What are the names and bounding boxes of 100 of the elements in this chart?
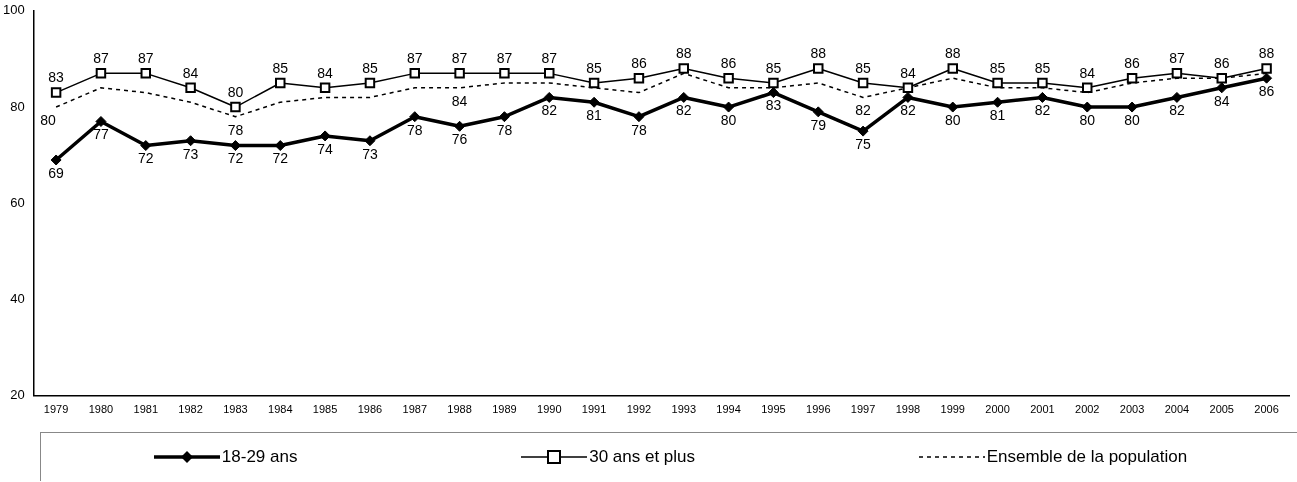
point bbox=[499, 68, 510, 79]
data-label: 78 bbox=[496, 121, 513, 138]
data-label: 88 bbox=[944, 45, 961, 62]
x-tick-label: 1988 bbox=[447, 403, 472, 416]
x-tick-label: 2006 bbox=[1254, 403, 1279, 416]
data-label: 87 bbox=[541, 50, 558, 67]
point bbox=[678, 63, 689, 74]
data-label: 79 bbox=[810, 116, 827, 133]
data-label: 74 bbox=[317, 140, 334, 157]
point bbox=[1216, 82, 1228, 94]
data-label: 86 bbox=[1124, 55, 1141, 72]
x-tick-label: 1982 bbox=[178, 403, 203, 416]
point bbox=[813, 63, 824, 74]
data-label: 85 bbox=[1034, 59, 1051, 76]
point bbox=[947, 63, 958, 74]
point bbox=[678, 91, 690, 103]
x-tick-label: 2004 bbox=[1164, 403, 1190, 416]
data-label: 75 bbox=[855, 135, 872, 152]
x-tick-label: 1985 bbox=[312, 403, 338, 416]
data-label: 85 bbox=[362, 59, 378, 76]
legend-label: 30 ans et plus bbox=[589, 447, 696, 467]
y-tick-label: 100 bbox=[2, 2, 25, 18]
data-label: 80 bbox=[720, 111, 737, 128]
y-tick-label: 40 bbox=[10, 291, 25, 307]
point bbox=[857, 77, 869, 89]
point bbox=[95, 115, 107, 127]
data-label: 85 bbox=[586, 59, 603, 76]
data-label: 85 bbox=[855, 59, 872, 76]
y-tick-label: 20 bbox=[10, 387, 25, 403]
point bbox=[50, 154, 62, 166]
point bbox=[95, 68, 107, 79]
data-label: 84 bbox=[900, 64, 916, 81]
point bbox=[768, 77, 779, 89]
data-label: 80 bbox=[1079, 111, 1096, 128]
data-label: 85 bbox=[989, 59, 1006, 76]
point bbox=[633, 111, 645, 123]
point bbox=[1261, 72, 1273, 84]
x-tick-label: 2000 bbox=[985, 403, 1010, 416]
data-label: 82 bbox=[1169, 102, 1185, 119]
point bbox=[857, 125, 869, 137]
point bbox=[1082, 82, 1093, 94]
x-tick-label: 1992 bbox=[626, 403, 652, 416]
x-tick-label: 2001 bbox=[1030, 403, 1055, 416]
point bbox=[1036, 91, 1048, 103]
point bbox=[409, 111, 421, 123]
x-tick-label: 1997 bbox=[850, 403, 876, 416]
x-tick-label: 1986 bbox=[357, 403, 383, 416]
x-tick-label: 1989 bbox=[492, 403, 517, 416]
x-tick-label: 1996 bbox=[806, 403, 831, 416]
data-label: 73 bbox=[362, 145, 378, 162]
point bbox=[992, 77, 1003, 89]
x-tick-label: 1994 bbox=[716, 403, 741, 416]
point bbox=[364, 77, 376, 89]
data-label: 69 bbox=[48, 164, 65, 181]
x-tick-label: 2005 bbox=[1209, 403, 1234, 416]
data-label: 73 bbox=[182, 145, 199, 162]
point bbox=[543, 91, 555, 103]
data-label: 84 bbox=[317, 64, 334, 81]
point bbox=[902, 82, 914, 94]
data-label: 88 bbox=[810, 45, 827, 62]
data-label: 87 bbox=[93, 50, 109, 67]
data-label: 84 bbox=[182, 64, 199, 81]
point bbox=[633, 72, 645, 84]
point bbox=[140, 140, 152, 152]
x-tick-label: 1981 bbox=[133, 403, 159, 416]
data-label: 85 bbox=[765, 59, 782, 76]
data-label: 87 bbox=[406, 50, 423, 67]
data-label: 80 bbox=[40, 111, 57, 128]
data-label: 72 bbox=[227, 150, 244, 167]
point bbox=[409, 68, 421, 79]
data-label: 86 bbox=[1258, 83, 1275, 100]
x-tick-label: 1995 bbox=[761, 403, 786, 416]
x-tick-label: 1983 bbox=[223, 403, 248, 416]
point bbox=[1171, 91, 1183, 103]
point bbox=[454, 68, 465, 79]
point bbox=[544, 68, 555, 79]
data-label: 87 bbox=[137, 50, 154, 67]
data-label: 86 bbox=[1213, 55, 1230, 72]
data-label: 78 bbox=[406, 121, 423, 138]
point bbox=[1216, 72, 1227, 84]
data-label: 82 bbox=[1034, 102, 1051, 119]
point bbox=[275, 77, 286, 89]
point bbox=[319, 130, 331, 142]
data-label: 85 bbox=[272, 59, 289, 76]
point bbox=[767, 87, 779, 99]
x-tick-label: 1984 bbox=[268, 403, 293, 416]
x-tick-label: 1987 bbox=[402, 403, 428, 416]
data-label: 80 bbox=[227, 83, 244, 100]
data-label: 88 bbox=[1258, 45, 1275, 62]
x-tick-label: 2002 bbox=[1075, 403, 1100, 416]
data-label: 83 bbox=[765, 97, 782, 114]
point bbox=[185, 82, 196, 94]
point bbox=[588, 96, 600, 108]
point bbox=[1081, 101, 1093, 113]
point bbox=[1171, 68, 1183, 79]
point bbox=[50, 87, 62, 98]
data-label: 81 bbox=[989, 107, 1006, 124]
data-label: 72 bbox=[137, 150, 154, 167]
data-label: 72 bbox=[272, 150, 289, 167]
data-label: 82 bbox=[675, 102, 692, 119]
